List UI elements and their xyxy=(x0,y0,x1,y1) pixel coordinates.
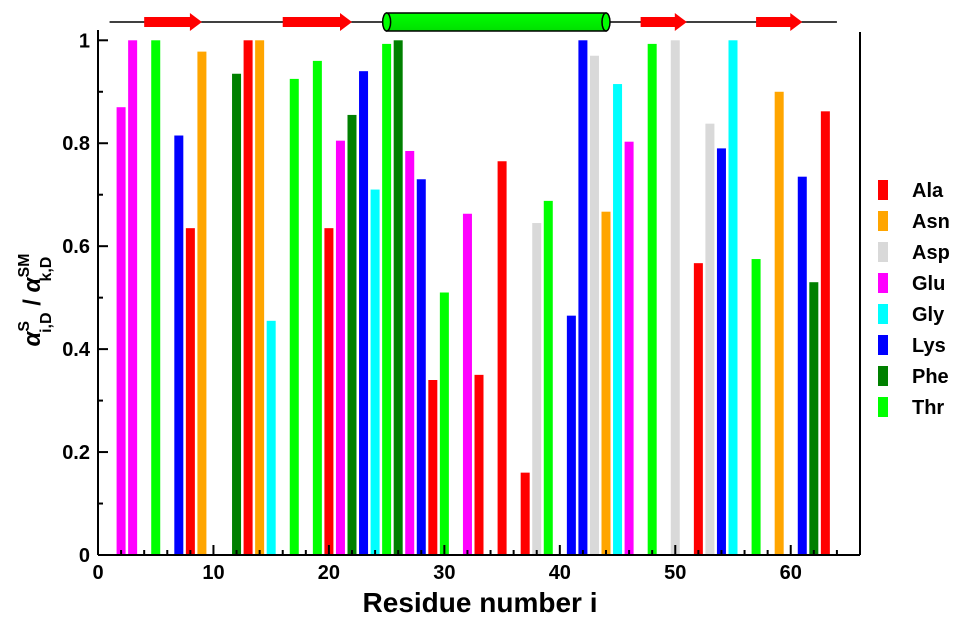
bar-residue-54 xyxy=(716,148,726,555)
bar-residue-12 xyxy=(232,73,242,555)
bar-residue-25 xyxy=(382,43,392,555)
bar-residue-48 xyxy=(647,43,657,555)
bar-residue-7 xyxy=(174,135,184,555)
x-tick-label: 40 xyxy=(549,562,571,584)
bar-residue-61 xyxy=(797,176,807,556)
bar-residue-30 xyxy=(439,292,449,555)
bar-residue-13 xyxy=(243,40,253,555)
legend-label-lys: Lys xyxy=(912,335,946,357)
x-tick-label: 0 xyxy=(92,562,103,584)
legend-swatch-lys xyxy=(878,335,888,355)
bar-residue-15 xyxy=(266,320,276,555)
x-tick-label: 60 xyxy=(780,562,802,584)
legend-swatch-ala xyxy=(878,180,888,200)
bar-residue-5 xyxy=(151,40,161,555)
y-axis-title: αS i,D / αSM k,D xyxy=(16,254,55,347)
legend-swatch-thr xyxy=(878,397,888,417)
bar-residue-35 xyxy=(497,161,507,555)
bar-residue-9 xyxy=(197,51,207,555)
y-tick-label: 1 xyxy=(79,30,90,52)
secondary-structure-track xyxy=(109,12,837,32)
x-tick-label: 10 xyxy=(202,562,224,584)
bar-residue-24 xyxy=(370,189,380,555)
y-tick-label: 0.6 xyxy=(62,236,90,258)
legend-label-asp: Asp xyxy=(912,242,950,264)
x-tick-label: 50 xyxy=(664,562,686,584)
bar-residue-55 xyxy=(728,40,738,555)
bar-residue-33 xyxy=(474,374,484,555)
legend-swatch-phe xyxy=(878,366,888,386)
beta-strand-arrow xyxy=(756,13,803,31)
y-title-num-sub: i,D xyxy=(38,312,55,332)
bar-residue-43 xyxy=(589,55,599,556)
bar-residue-27 xyxy=(405,150,415,556)
bar-residue-20 xyxy=(324,228,334,556)
bar-residue-53 xyxy=(705,123,715,556)
bar-residue-37 xyxy=(520,472,530,555)
legend-swatch-asn xyxy=(878,211,888,231)
bar-residue-39 xyxy=(543,200,553,555)
beta-strand-arrow xyxy=(640,13,687,31)
bar-residue-2 xyxy=(116,107,126,556)
bar-residue-21 xyxy=(335,140,345,556)
bar-residue-62 xyxy=(809,282,819,555)
legend-label-gly: Gly xyxy=(912,304,945,326)
bar-residue-23 xyxy=(359,71,369,556)
x-tick-label: 30 xyxy=(433,562,455,584)
bar-residue-50 xyxy=(670,40,680,555)
legend-swatch-gly xyxy=(878,304,888,324)
bar-residue-29 xyxy=(428,380,438,555)
bar-residue-38 xyxy=(532,223,542,555)
bar-residue-42 xyxy=(578,40,588,555)
bar-residue-8 xyxy=(185,228,195,556)
bar-residue-19 xyxy=(312,60,322,555)
bar-residue-41 xyxy=(566,315,576,555)
bar-residue-17 xyxy=(289,78,299,555)
bar-residue-52 xyxy=(693,263,703,555)
helix-right-cap xyxy=(601,12,611,32)
bar-residue-3 xyxy=(128,40,138,555)
legend-swatch-asp xyxy=(878,242,888,262)
bar-residue-46 xyxy=(624,141,634,556)
bar-residue-45 xyxy=(613,84,623,555)
bar-residue-59 xyxy=(774,91,784,555)
y-tick-label: 0.2 xyxy=(62,442,90,464)
bars xyxy=(116,40,830,556)
y-title-den-symbol: α xyxy=(19,276,46,292)
ticks: 0 10 20 30 40 50 60 0 0.2 0.4 0.6 0.8 1 xyxy=(62,30,838,584)
y-title-den-sub: k,D xyxy=(38,257,55,282)
helix-left-cap xyxy=(381,12,392,32)
legend-label-thr: Thr xyxy=(912,397,944,419)
bar-residue-44 xyxy=(601,211,611,556)
bar-residue-63 xyxy=(820,111,830,555)
y-tick-label: 0 xyxy=(79,545,90,567)
y-tick-label: 0.8 xyxy=(62,133,90,155)
bar-residue-57 xyxy=(751,259,761,555)
y-title-den-sup: SM xyxy=(16,254,33,278)
axes xyxy=(97,30,861,556)
legend: Ala Asn Asp Glu Gly Lys Phe Thr xyxy=(878,180,950,419)
x-tick-label: 20 xyxy=(318,562,340,584)
y-title-num-symbol: α xyxy=(19,330,46,346)
y-title-num-sup: S xyxy=(16,321,33,332)
bar-residue-14 xyxy=(255,40,265,555)
legend-label-phe: Phe xyxy=(912,366,949,388)
legend-label-ala: Ala xyxy=(912,180,944,202)
bar-residue-28 xyxy=(416,179,426,555)
y-title-sep: / xyxy=(19,292,46,312)
bar-residue-26 xyxy=(393,40,403,555)
y-tick-label: 0.4 xyxy=(62,339,91,361)
alpha-helix-cylinder xyxy=(385,12,607,32)
bar-residue-32 xyxy=(462,213,472,555)
beta-strand-arrow xyxy=(282,13,352,31)
legend-label-asn: Asn xyxy=(912,211,950,233)
legend-label-glu: Glu xyxy=(912,273,945,295)
x-axis-title: Residue number i xyxy=(363,587,598,617)
bar-residue-22 xyxy=(347,114,357,556)
legend-swatch-glu xyxy=(878,273,888,293)
beta-strand-arrow xyxy=(144,13,202,31)
